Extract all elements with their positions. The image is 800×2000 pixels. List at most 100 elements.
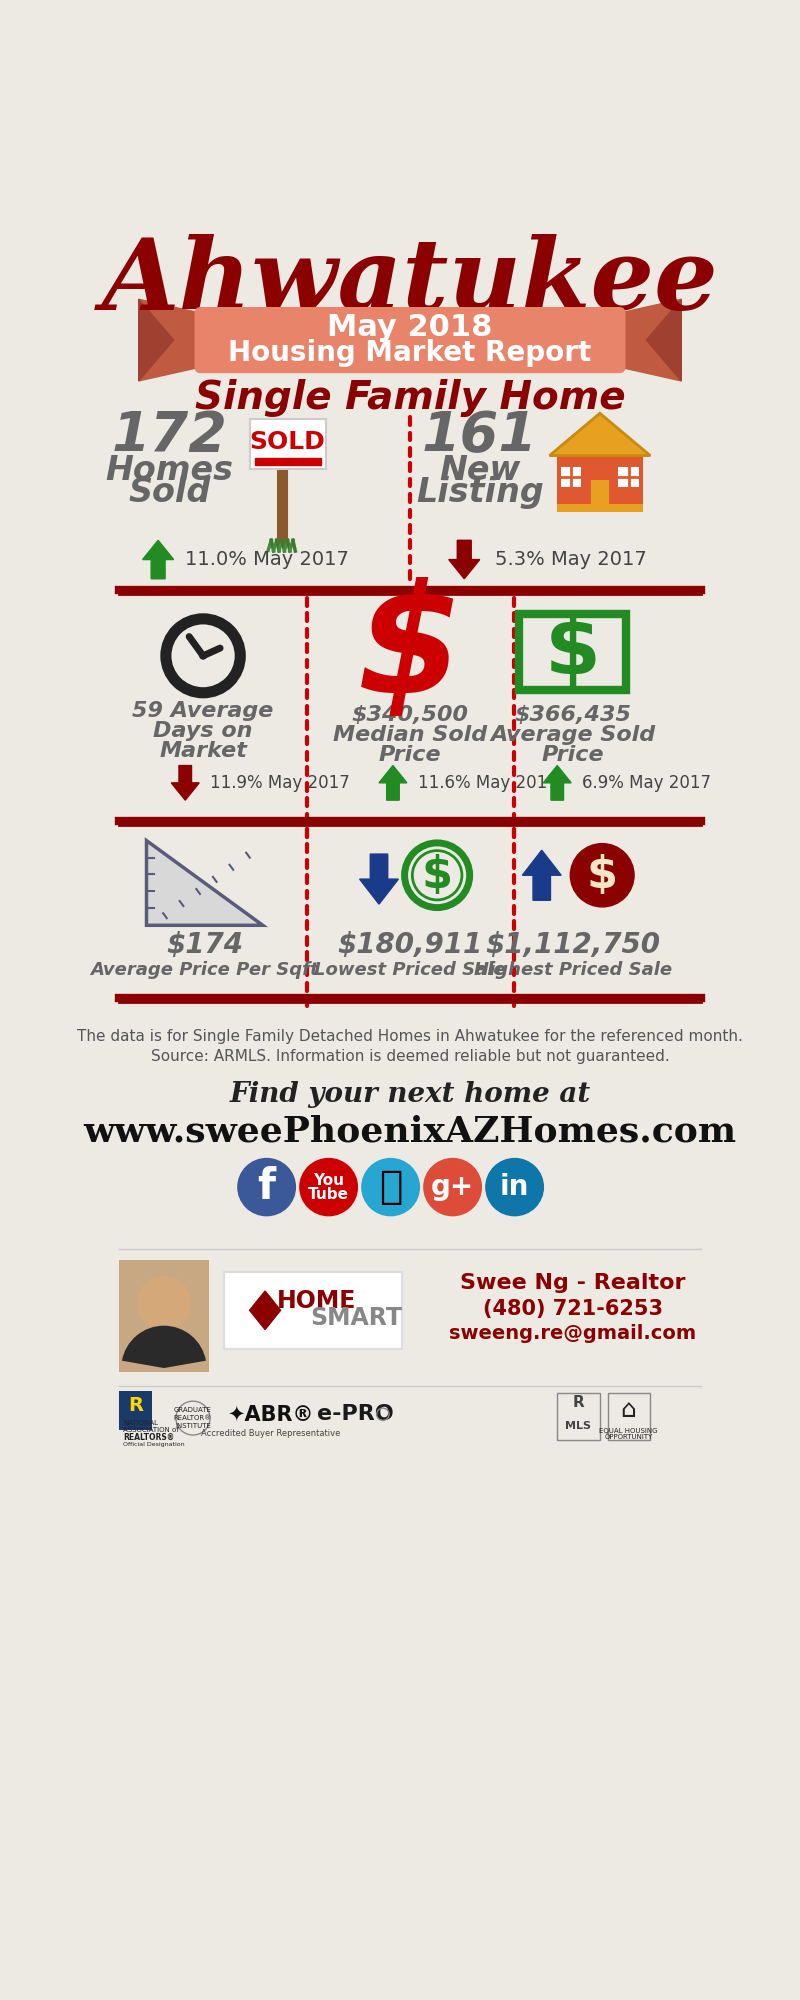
Text: GRADUATE: GRADUATE [174, 1408, 212, 1414]
Circle shape [570, 842, 634, 908]
Text: Median Sold: Median Sold [333, 726, 487, 746]
Bar [119, 1392, 152, 1430]
Text: e-PRO: e-PRO [318, 1404, 394, 1424]
Bar [558, 1394, 600, 1440]
Text: Single Family Home: Single Family Home [194, 378, 626, 416]
Text: Average Price Per Sqft: Average Price Per Sqft [90, 960, 319, 978]
Text: NATIONAL: NATIONAL [123, 1420, 158, 1426]
Text: INSTITUTE: INSTITUTE [175, 1422, 211, 1428]
Text: Sold: Sold [129, 476, 211, 510]
Circle shape [361, 1158, 420, 1216]
FancyBboxPatch shape [194, 306, 626, 374]
Bar [558, 456, 642, 506]
Text: EQUAL HOUSING: EQUAL HOUSING [599, 1428, 658, 1434]
Circle shape [199, 652, 207, 660]
Text: $366,435: $366,435 [514, 706, 631, 726]
Text: ASSOCIATION of: ASSOCIATION of [123, 1428, 179, 1434]
Text: (480) 721-6253: (480) 721-6253 [482, 1298, 662, 1318]
Bar [119, 1260, 209, 1372]
Text: $174: $174 [166, 930, 243, 958]
Polygon shape [142, 540, 174, 578]
Text: Tube: Tube [308, 1188, 349, 1202]
Polygon shape [146, 840, 262, 926]
Circle shape [237, 1158, 296, 1216]
Polygon shape [138, 300, 174, 380]
Text: SOLD: SOLD [250, 430, 326, 454]
Text: R: R [128, 1396, 143, 1414]
Bar [590, 480, 609, 506]
Text: MLS: MLS [565, 1420, 591, 1430]
Text: in: in [500, 1174, 530, 1202]
Polygon shape [138, 300, 201, 380]
Text: $340,500: $340,500 [351, 706, 469, 726]
Text: Find your next home at: Find your next home at [230, 1082, 590, 1108]
Text: Ahwatukee: Ahwatukee [102, 234, 718, 330]
Text: 🐦: 🐦 [379, 1168, 402, 1206]
Text: Official Designation: Official Designation [123, 1442, 185, 1446]
Polygon shape [250, 1292, 281, 1330]
Bar [608, 1394, 650, 1440]
Text: Price: Price [542, 746, 604, 766]
Polygon shape [449, 540, 480, 578]
Text: 11.6% May 2017: 11.6% May 2017 [418, 774, 558, 792]
Circle shape [485, 1158, 544, 1216]
Text: Highest Priced Sale: Highest Priced Sale [474, 960, 672, 978]
Text: Lowest Priced Sale: Lowest Priced Sale [314, 960, 506, 978]
Polygon shape [379, 766, 407, 800]
Text: 6.9% May 2017: 6.9% May 2017 [582, 774, 711, 792]
Text: Source: ARMLS. Information is deemed reliable but not guaranteed.: Source: ARMLS. Information is deemed rel… [150, 1048, 670, 1064]
Text: 5.3% May 2017: 5.3% May 2017 [495, 550, 647, 570]
Text: 11.0% May 2017: 11.0% May 2017 [186, 550, 349, 570]
Text: REALTOR®: REALTOR® [174, 1416, 212, 1422]
Text: Homes: Homes [106, 454, 234, 488]
Text: Average Sold: Average Sold [490, 726, 655, 746]
Text: OPPORTUNITY: OPPORTUNITY [604, 1434, 653, 1440]
Circle shape [423, 1158, 482, 1216]
Text: Days on: Days on [154, 722, 253, 742]
Text: 161: 161 [422, 410, 538, 464]
Polygon shape [646, 300, 682, 380]
Text: Swee Ng - Realtor: Swee Ng - Realtor [460, 1274, 686, 1294]
Text: $: $ [357, 578, 463, 726]
Wedge shape [122, 1326, 206, 1368]
Text: Housing Market Report: Housing Market Report [228, 340, 592, 368]
Text: May 2018: May 2018 [327, 312, 493, 342]
Polygon shape [619, 300, 682, 380]
Polygon shape [522, 850, 561, 900]
Text: www.sweePhoenixAZHomes.com: www.sweePhoenixAZHomes.com [83, 1114, 737, 1148]
Text: $1,112,750: $1,112,750 [486, 930, 660, 958]
Text: $: $ [586, 854, 618, 896]
Text: Price: Price [378, 746, 442, 766]
Text: The data is for Single Family Detached Homes in Ahwatukee for the referenced mon: The data is for Single Family Detached H… [77, 1030, 743, 1044]
Text: 59 Average: 59 Average [132, 702, 274, 722]
Text: ⌂: ⌂ [621, 1398, 637, 1422]
Text: Market: Market [159, 742, 247, 762]
Text: $180,911: $180,911 [338, 930, 482, 958]
Text: 172: 172 [112, 410, 228, 464]
Text: R: R [572, 1396, 584, 1410]
Text: $: $ [422, 854, 453, 896]
Bar [618, 468, 638, 488]
Text: 11.9% May 2017: 11.9% May 2017 [210, 774, 350, 792]
Circle shape [137, 1276, 191, 1330]
FancyBboxPatch shape [250, 420, 326, 468]
Circle shape [299, 1158, 358, 1216]
Text: SMART: SMART [310, 1306, 402, 1330]
Text: ✦ABR®: ✦ABR® [227, 1404, 314, 1424]
Polygon shape [550, 414, 650, 456]
Text: $: $ [545, 612, 601, 690]
Text: New: New [439, 454, 521, 488]
Text: sweeng.re@gmail.com: sweeng.re@gmail.com [449, 1324, 696, 1342]
Text: f: f [258, 1166, 276, 1208]
Bar [561, 468, 582, 488]
Text: REALTORS®: REALTORS® [123, 1432, 174, 1442]
Polygon shape [543, 766, 571, 800]
Bar [558, 504, 642, 512]
Text: Listing: Listing [416, 476, 544, 510]
FancyBboxPatch shape [224, 1272, 402, 1348]
Polygon shape [171, 766, 199, 800]
Text: g+: g+ [431, 1174, 474, 1202]
Text: You: You [313, 1174, 344, 1188]
Text: Accredited Buyer Representative: Accredited Buyer Representative [201, 1428, 340, 1438]
Text: HOME: HOME [278, 1290, 357, 1314]
